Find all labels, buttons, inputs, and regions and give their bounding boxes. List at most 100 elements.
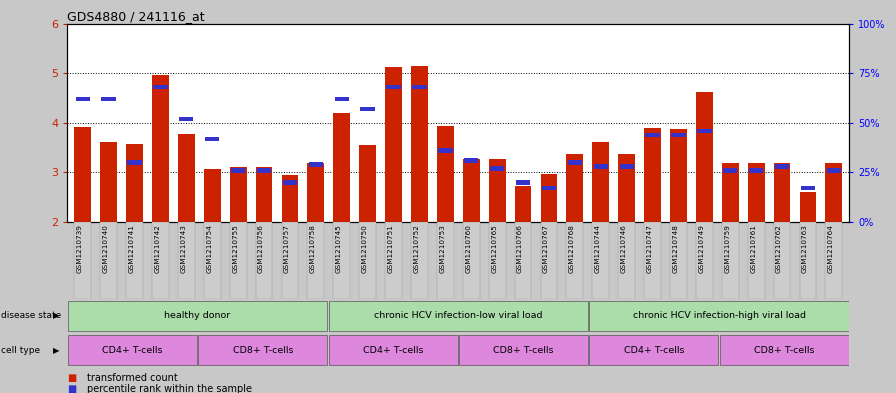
Bar (542, 186, 556, 191)
Bar (696, 92, 713, 222)
Bar (75, 97, 90, 101)
Bar (488, 159, 505, 222)
Bar (644, 128, 661, 222)
Bar (463, 159, 479, 222)
Bar (360, 107, 375, 111)
Bar (385, 222, 402, 299)
Bar (566, 222, 583, 299)
Bar (68, 301, 327, 331)
Bar (229, 222, 246, 299)
Bar (592, 141, 609, 222)
Bar (359, 145, 376, 222)
Text: GSM1210755: GSM1210755 (232, 224, 238, 273)
Bar (825, 162, 842, 222)
Bar (411, 66, 428, 222)
Bar (411, 222, 428, 299)
Bar (644, 222, 661, 299)
Text: GSM1210748: GSM1210748 (673, 224, 678, 273)
Text: GSM1210750: GSM1210750 (362, 224, 367, 273)
Text: GSM1210754: GSM1210754 (206, 224, 212, 273)
Bar (100, 141, 117, 222)
Bar (101, 97, 116, 101)
Bar (333, 113, 350, 222)
Bar (437, 222, 453, 299)
Bar (722, 162, 738, 222)
Bar (825, 222, 842, 299)
Bar (127, 160, 142, 165)
Bar (257, 168, 271, 173)
Bar (749, 168, 763, 173)
Bar (618, 154, 635, 222)
Bar (722, 222, 738, 299)
Text: GSM1210766: GSM1210766 (517, 224, 523, 273)
Text: healthy donor: healthy donor (165, 312, 230, 320)
Bar (594, 164, 607, 169)
Bar (670, 129, 687, 222)
Bar (514, 186, 531, 222)
Text: GSM1210762: GSM1210762 (776, 224, 782, 273)
Text: GSM1210742: GSM1210742 (154, 224, 160, 273)
Bar (334, 97, 349, 101)
Text: GSM1210747: GSM1210747 (647, 224, 652, 273)
Text: ▶: ▶ (53, 312, 59, 320)
Text: GSM1210756: GSM1210756 (258, 224, 264, 273)
Text: GSM1210763: GSM1210763 (802, 224, 808, 273)
Text: GSM1210764: GSM1210764 (828, 224, 834, 273)
Bar (153, 85, 168, 89)
Text: GSM1210741: GSM1210741 (128, 224, 134, 273)
Bar (464, 158, 478, 163)
Text: CD8+ T-cells: CD8+ T-cells (493, 346, 554, 354)
Bar (203, 222, 220, 299)
Text: GSM1210768: GSM1210768 (569, 224, 575, 273)
Text: GSM1210759: GSM1210759 (724, 224, 730, 273)
Bar (697, 129, 711, 133)
Bar (799, 222, 816, 299)
Bar (437, 126, 453, 222)
Bar (179, 117, 194, 121)
Bar (775, 164, 789, 169)
Bar (205, 136, 220, 141)
Bar (773, 162, 790, 222)
Bar (198, 335, 327, 365)
Bar (203, 169, 220, 222)
Bar (281, 175, 298, 222)
Text: CD8+ T-cells: CD8+ T-cells (754, 346, 814, 354)
Bar (68, 335, 197, 365)
Bar (723, 168, 737, 173)
Text: transformed count: transformed count (87, 373, 177, 383)
Text: GSM1210757: GSM1210757 (284, 224, 290, 273)
Bar (386, 85, 401, 89)
Bar (748, 222, 764, 299)
Bar (74, 127, 91, 222)
Bar (490, 166, 504, 171)
Bar (463, 222, 479, 299)
Text: GSM1210761: GSM1210761 (750, 224, 756, 273)
Text: GSM1210745: GSM1210745 (336, 224, 341, 273)
Bar (255, 222, 272, 299)
Bar (178, 134, 194, 222)
Text: percentile rank within the sample: percentile rank within the sample (87, 384, 252, 393)
Bar (645, 132, 659, 137)
Text: ■: ■ (67, 373, 76, 383)
Bar (385, 67, 402, 222)
Bar (231, 168, 246, 173)
Bar (773, 222, 790, 299)
Bar (568, 160, 582, 165)
Text: GSM1210751: GSM1210751 (388, 224, 393, 273)
Bar (100, 222, 117, 299)
Text: CD8+ T-cells: CD8+ T-cells (232, 346, 293, 354)
Bar (229, 167, 246, 222)
Text: GDS4880 / 241116_at: GDS4880 / 241116_at (67, 10, 205, 23)
Bar (671, 132, 685, 137)
Bar (333, 222, 350, 299)
Bar (329, 301, 588, 331)
Bar (152, 222, 168, 299)
Bar (670, 222, 687, 299)
Bar (307, 222, 324, 299)
Bar (618, 222, 635, 299)
Bar (540, 222, 557, 299)
Text: chronic HCV infection-high viral load: chronic HCV infection-high viral load (633, 312, 806, 320)
Bar (590, 301, 849, 331)
Text: GSM1210760: GSM1210760 (465, 224, 471, 273)
Text: GSM1210746: GSM1210746 (621, 224, 626, 273)
